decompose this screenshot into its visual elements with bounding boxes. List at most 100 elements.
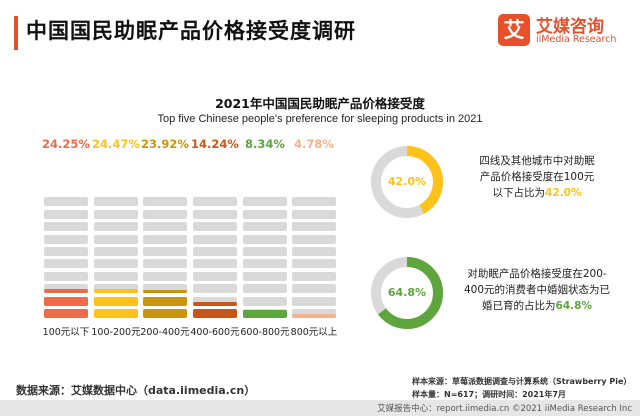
bar-track-segment: [143, 284, 187, 294]
logo-name-en: iiMedia Research: [536, 34, 617, 45]
bar-track-segment: [143, 197, 187, 207]
brand-logo: 艾 艾媒咨询 iiMedia Research: [498, 14, 628, 48]
bar-track-segment: [44, 222, 88, 232]
bar-track-segment: [292, 296, 336, 306]
bar-track-segment: [193, 296, 237, 306]
bar-track-segment: [292, 259, 336, 269]
bar-track-segment: [243, 209, 287, 219]
logo-mark-icon: 艾: [498, 14, 530, 46]
bar-track-segment: [243, 271, 287, 281]
chart-title: 2021年中国国民助眠产品价格接受度: [215, 96, 425, 111]
bar-track-segment: [143, 209, 187, 219]
bar-track-segment: [193, 234, 237, 244]
bar-track-segment: [243, 296, 287, 306]
bar-track-segment: [193, 259, 237, 269]
bar-fill-segment: [44, 296, 88, 306]
bar-track-segment: [44, 234, 88, 244]
category-label: 100元以下: [42, 327, 90, 338]
bar-track-segment: [94, 271, 138, 281]
bar-track-segment: [143, 259, 187, 269]
chart-subtitle: Top five Chinese people's preference for…: [157, 113, 483, 125]
bar-track-segment: [193, 222, 237, 232]
bar-track-segment: [243, 259, 287, 269]
data-label: 8.34%: [245, 137, 285, 151]
bar-track-segment: [44, 197, 88, 207]
bar-track-segment: [94, 209, 138, 219]
bar-track-segment: [193, 271, 237, 281]
bar-fill-segment: [292, 313, 336, 318]
bar-track-segment: [243, 197, 287, 207]
ring-value-label: 42.0%: [387, 175, 427, 188]
bar-fill-segment: [193, 309, 237, 318]
bar-track-segment: [143, 234, 187, 244]
bar-fill-segment: [94, 289, 138, 294]
bar-fill-segment: [243, 310, 287, 318]
bar-track-segment: [292, 209, 336, 219]
ring-description-line: 产品价格接受度在100元: [479, 171, 595, 183]
data-label: 14.24%: [191, 137, 239, 151]
bar-track-segment: [143, 247, 187, 256]
bar-track-segment: [292, 271, 336, 281]
bar-track-segment: [292, 197, 336, 207]
ring-description: 对助眠产品价格接受度在200- 400元的消费者中婚姻状态为已 婚已育的占比为6…: [452, 266, 622, 314]
data-label: 24.25%: [42, 137, 90, 151]
data-source: 数据来源：艾媒数据中心（data.iimedia.cn）: [16, 384, 256, 397]
bar-fill-segment: [44, 289, 88, 294]
bar-track-segment: [44, 284, 88, 294]
bar-fill-segment: [94, 309, 138, 318]
bar-track-segment: [292, 222, 336, 232]
data-label: 23.92%: [141, 137, 189, 151]
ring-description: 四线及其他城市中对助眠 产品价格接受度在100元 以下占比为42.0%: [452, 153, 622, 201]
category-label: 800元以上: [290, 327, 338, 338]
ring-description-prefix: 以下占比为: [492, 187, 546, 199]
bar-fill-segment: [94, 296, 138, 306]
bar-fill-segment: [143, 309, 187, 318]
logo-name-cn: 艾媒咨询: [536, 17, 604, 37]
bar-track-segment: [292, 284, 336, 294]
sample-source-note: 样本来源：草莓派数据调查与计算系统（Strawberry Pie）: [412, 377, 632, 386]
bar-track-segment: [94, 247, 138, 256]
bar-track-segment: [94, 234, 138, 244]
category-label: 100-200元: [91, 327, 141, 338]
bar-fill-segment: [143, 289, 187, 294]
data-label: 24.47%: [92, 137, 140, 151]
footer-bar: 艾媒报告中心：report.iimedia.cn ©2021 iiMedia R…: [0, 400, 640, 416]
bar-track-segment: [292, 234, 336, 244]
bar-track-segment: [94, 197, 138, 207]
page-title: 中国国民助眠产品价格接受度调研: [26, 19, 356, 43]
ring-value-label: 64.8%: [387, 286, 427, 299]
bar-track-segment: [292, 247, 336, 256]
bar-track-segment: [44, 247, 88, 256]
bar-track-segment: [193, 284, 237, 294]
ring-description-prefix: 婚已育的占比为: [482, 300, 556, 312]
footer-text: 艾媒报告中心：report.iimedia.cn ©2021 iiMedia R…: [377, 404, 632, 414]
bar-track-segment: [143, 271, 187, 281]
ring-description-line: 400元的消费者中婚姻状态为已: [463, 284, 611, 296]
ring-description-line: 婚已育的占比为64.8%: [452, 298, 622, 314]
bar-track-segment: [243, 234, 287, 244]
bar-track-segment: [143, 222, 187, 232]
ring-description-line: 以下占比为42.0%: [452, 185, 622, 201]
data-label: 4.78%: [294, 137, 334, 151]
bar-fill-segment: [143, 296, 187, 306]
bar-track-segment: [44, 209, 88, 219]
ring-highlight-value: 42.0%: [545, 187, 582, 199]
category-label: 200-400元: [140, 327, 190, 338]
title-accent-bar: [14, 16, 18, 50]
bar-track-segment: [94, 284, 138, 294]
bar-track-segment: [243, 284, 287, 294]
bar-track-segment: [44, 271, 88, 281]
bar-track-segment: [193, 247, 237, 256]
bar-track-segment: [193, 197, 237, 207]
bar-track-segment: [94, 259, 138, 269]
bar-fill-segment: [44, 309, 88, 318]
category-label: 400-600元: [190, 327, 240, 338]
bar-track-segment: [243, 247, 287, 256]
bar-fill-segment: [193, 301, 237, 306]
bar-track-segment: [193, 209, 237, 219]
bar-track-segment: [292, 309, 336, 318]
bar-track-segment: [44, 259, 88, 269]
bar-track-segment: [243, 222, 287, 232]
ring-description-line: 对助眠产品价格接受度在200-: [467, 268, 607, 280]
